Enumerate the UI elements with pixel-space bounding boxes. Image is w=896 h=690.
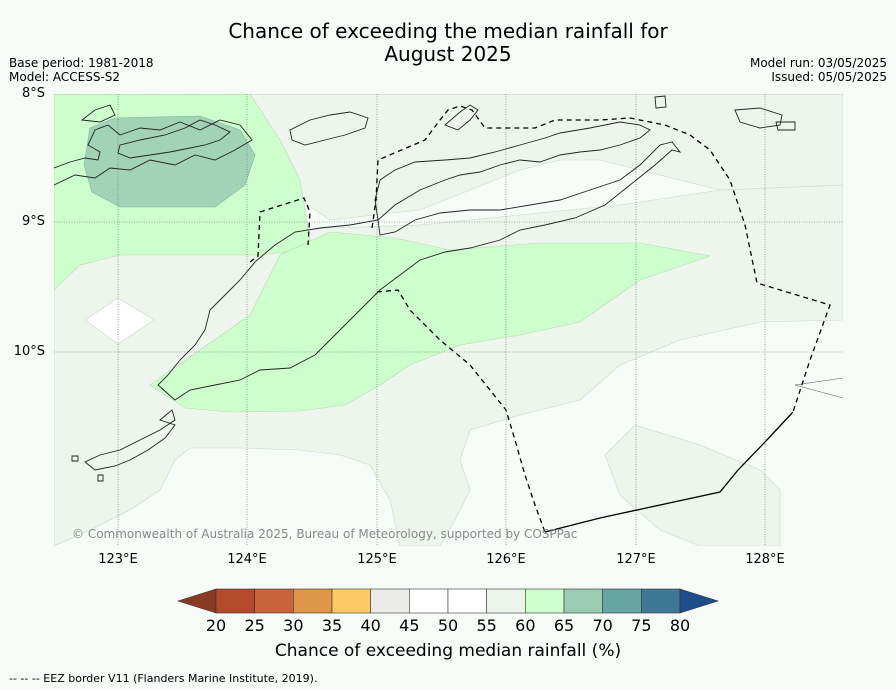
- colorbar-tick-label: 50: [437, 616, 459, 635]
- colorbar-under-arrow: [177, 588, 217, 614]
- category-65-70-region: [83, 115, 256, 208]
- lon-label-125e: 125°E: [357, 552, 397, 567]
- colorbar-swatch: [602, 588, 642, 614]
- colorbar-swatch: [447, 588, 487, 614]
- colorbar-tick-label: 30: [283, 616, 304, 635]
- colorbar-tick-label: 35: [321, 616, 343, 635]
- colorbar-tick-label: 25: [244, 616, 265, 635]
- eez-border: [249, 105, 831, 533]
- map-title: Chance of exceeding the median rainfall …: [0, 20, 896, 66]
- copyright-text: © Commonwealth of Australia 2025, Bureau…: [72, 527, 578, 541]
- boundary-lines-east: [794, 377, 843, 399]
- base-period-text: Base period: 1981-2018: [9, 56, 154, 70]
- colorbar-swatch: [215, 588, 255, 614]
- colorbar-tick-label: 60: [515, 616, 536, 635]
- colorbar-tick-label: 70: [592, 616, 613, 635]
- lon-label-123e: 123°E: [98, 552, 138, 567]
- colorbar-swatch: [254, 588, 294, 614]
- colorbar-tick-label: 80: [669, 616, 691, 635]
- colorbar-tick-label: 45: [399, 616, 420, 635]
- issued-text: Issued: 05/05/2025: [771, 70, 887, 84]
- lat-label-10s: 10°S: [13, 344, 45, 359]
- colorbar-swatch: [641, 588, 681, 614]
- colorbar-tick-label: 75: [631, 616, 652, 635]
- title-line-2: August 2025: [384, 42, 512, 66]
- colorbar-tick-label: 20: [205, 616, 227, 635]
- colorbar-tick-label: 55: [476, 616, 497, 635]
- colorbar-swatch: [409, 588, 449, 614]
- lon-label-126e: 126°E: [486, 552, 526, 567]
- meta-right: Model run: 03/05/2025 Issued: 05/05/2025: [750, 56, 887, 84]
- model-text: Model: ACCESS-S2: [9, 70, 121, 84]
- colorbar: [177, 588, 719, 614]
- coastlines: [54, 95, 796, 482]
- colorbar-swatch: [486, 588, 526, 614]
- lon-label-124e: 124°E: [227, 552, 267, 567]
- eez-border-solid: [544, 411, 794, 533]
- colorbar-tick-label: 65: [553, 616, 575, 635]
- category-60-65-central: [149, 231, 712, 413]
- model-run-text: Model run: 03/05/2025: [749, 56, 887, 70]
- colorbar-tick-label: 40: [360, 616, 381, 635]
- colorbar-swatch: [370, 588, 410, 614]
- map-area: [54, 94, 843, 546]
- colorbar-swatch: [293, 588, 333, 614]
- lon-label-127e: 127°E: [616, 552, 656, 567]
- meta-left: Base period: 1981-2018 Model: ACCESS-S2: [9, 56, 154, 84]
- lat-label-9s: 9°S: [21, 214, 45, 229]
- category-45-55-patch: [84, 297, 155, 345]
- title-line-1: Chance of exceeding the median rainfall …: [228, 19, 668, 43]
- lon-label-128e: 128°E: [745, 552, 785, 567]
- eez-note: -- -- -- EEZ border V11 (Flanders Marine…: [9, 672, 318, 685]
- lat-label-8s: 8°S: [21, 86, 45, 101]
- category-55-60-southeast: [604, 424, 781, 546]
- colorbar-title: Chance of exceeding median rainfall (%): [274, 641, 622, 661]
- colorbar-swatch: [525, 588, 565, 614]
- colorbar-over-arrow: [679, 588, 719, 614]
- colorbar-swatch: [563, 588, 603, 614]
- category-55-60-north: [249, 94, 843, 221]
- colorbar-swatch: [331, 588, 371, 614]
